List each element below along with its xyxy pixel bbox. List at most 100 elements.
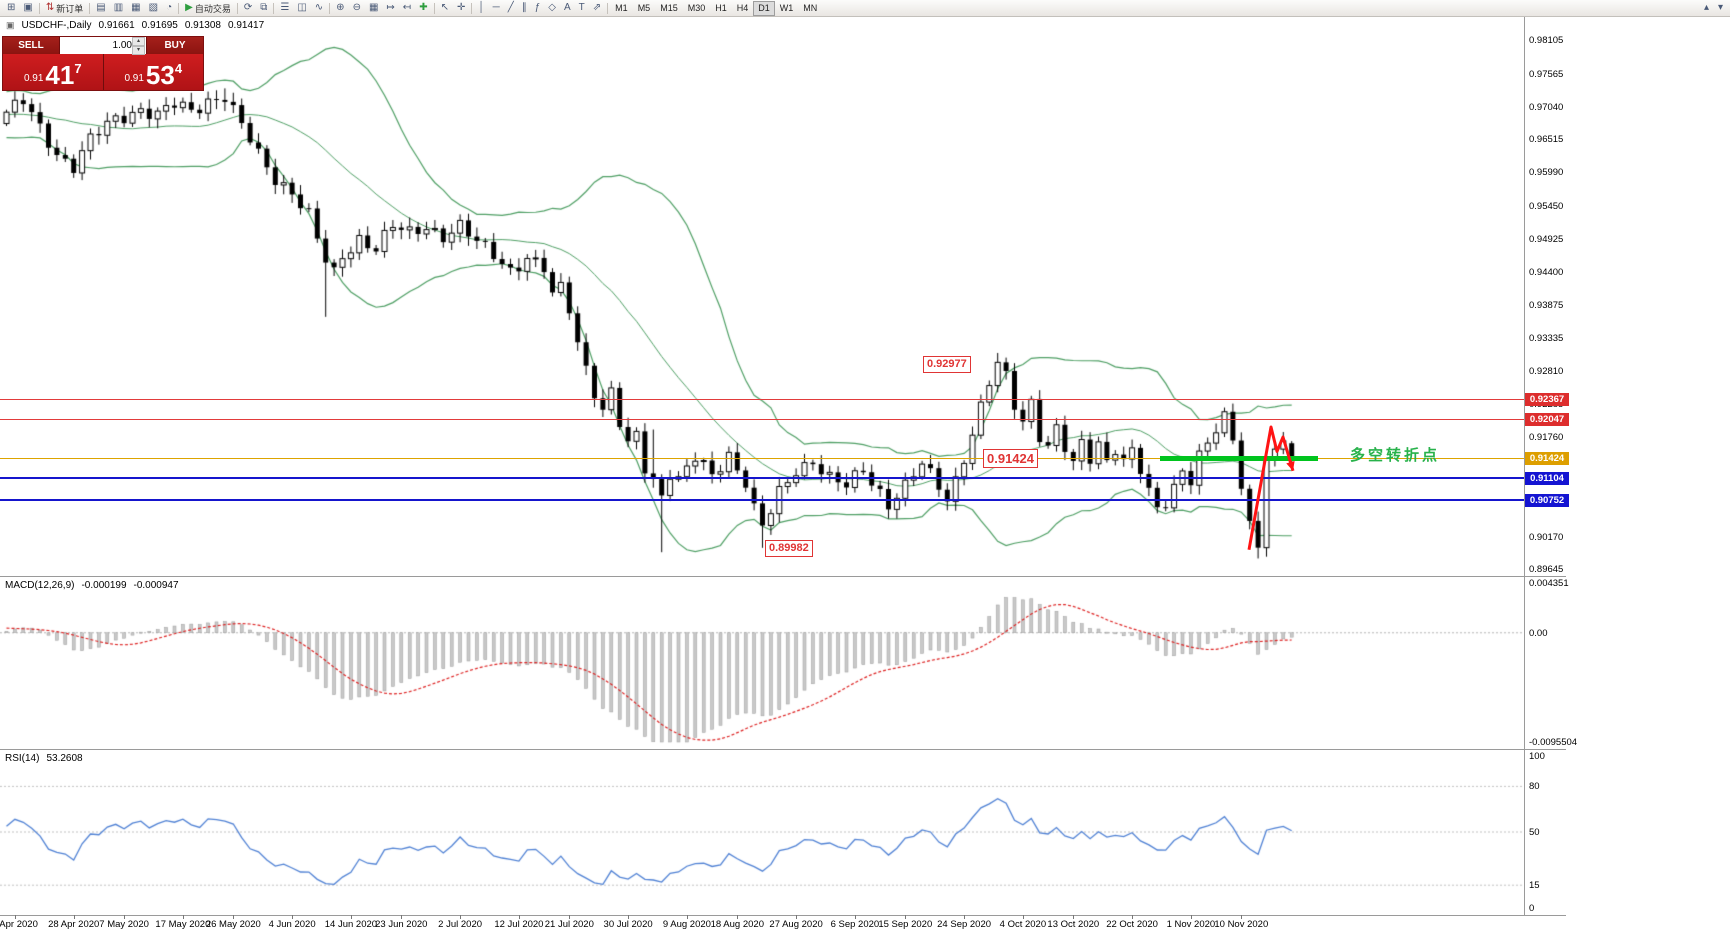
timeframe-m5-button[interactable]: M5 xyxy=(637,3,651,13)
horizontal-line-button[interactable]: ─ xyxy=(489,0,504,16)
channel-button[interactable]: ∥ xyxy=(518,0,531,16)
timeframe-h1-button[interactable]: H1 xyxy=(715,3,727,13)
line-chart-button[interactable]: ∿ xyxy=(311,0,327,16)
crosshair-button[interactable]: ✛ xyxy=(453,0,469,16)
templates-button[interactable]: ⧉ xyxy=(256,0,271,16)
shapes-button[interactable]: ◇ xyxy=(544,0,560,16)
timeframe-m1-button[interactable]: M1 xyxy=(615,3,628,13)
data-window-icon: ▥ xyxy=(113,2,124,13)
candlestick-chart-icon: ◫ xyxy=(297,2,307,13)
candlestick-chart-button[interactable]: ◫ xyxy=(293,0,310,16)
macd-axis-label: 0.00 xyxy=(1529,627,1548,639)
cursor-icon: ↖ xyxy=(440,2,449,13)
toolbar-separator xyxy=(89,2,91,14)
chart-shift-icon: ↤ xyxy=(402,2,412,13)
price-axis-label: 0.93335 xyxy=(1529,333,1564,345)
macd-indicator-canvas[interactable] xyxy=(0,577,1524,748)
cursor-button[interactable]: ↖ xyxy=(437,0,453,16)
date-axis-label: 1 Nov 2020 xyxy=(1166,919,1216,930)
terminal-button[interactable]: ▧ xyxy=(145,0,162,16)
rsi-title: RSI(14) 53.2608 xyxy=(5,753,83,764)
buy-price-display[interactable]: 0.91 53 4 xyxy=(103,54,203,90)
high-value: 0.91695 xyxy=(141,20,178,31)
price-axis-label: 0.97565 xyxy=(1529,68,1564,80)
bar-chart-icon: ☰ xyxy=(280,2,290,13)
new-order-button[interactable]: ⇅ 新订单 xyxy=(42,0,87,16)
market-watch-icon: ▤ xyxy=(96,2,106,13)
price-axis-label: 0.92810 xyxy=(1529,366,1564,378)
rsi-axis-label: 80 xyxy=(1529,781,1540,793)
zoom-out-button[interactable]: ⊖ xyxy=(349,0,365,16)
bar-chart-button[interactable]: ☰ xyxy=(276,0,293,16)
fibonacci-button[interactable]: ƒ xyxy=(531,0,545,16)
text-label-button[interactable]: T xyxy=(575,0,589,16)
buy-button[interactable]: BUY xyxy=(146,37,203,54)
strategy-tester-button[interactable]: ◔ xyxy=(162,0,176,16)
text-button[interactable]: A xyxy=(560,0,575,16)
panel-divider[interactable] xyxy=(0,749,1566,750)
buy-price-sup: 4 xyxy=(174,61,183,76)
date-axis-label: 9 Apr 2020 xyxy=(0,919,38,930)
indicators-button[interactable]: ✚ xyxy=(415,0,431,16)
date-axis-label: 28 Apr 2020 xyxy=(48,919,100,930)
navigator-button[interactable]: ▦ xyxy=(127,0,144,16)
volume-spinner: ▴ ▾ xyxy=(132,36,145,55)
toolbar-separator xyxy=(178,2,180,14)
volume-decrease-button[interactable]: ▾ xyxy=(132,45,145,55)
date-axis-label: 17 May 2020 xyxy=(155,919,211,930)
date-axis-label: 12 Jul 2020 xyxy=(494,919,544,930)
market-watch-button[interactable]: ▤ xyxy=(92,0,109,16)
date-axis-label: 15 Sep 2020 xyxy=(878,919,933,930)
main-toolbar: ⊞ ▣ ⇅ 新订单 ▤ ▥ ▦ ▧ ◔ ▶ 自动交易 ⟳ ⧉ ☰ ◫ ∿ ⊕ ⊖ ▦ ↦ ↤ ✚ ↖ ✛ │ ─ ╱ ∥ ƒ ◇ A T ⇗ M… xyxy=(0,0,1730,17)
timeframe-w1-button[interactable]: W1 xyxy=(779,3,794,13)
toolbar-separator xyxy=(433,2,435,14)
text-label-icon: T xyxy=(578,2,585,13)
volume-input[interactable] xyxy=(60,39,146,52)
data-window-button[interactable]: ▥ xyxy=(110,0,127,16)
strategy-tester-icon: ◔ xyxy=(166,2,173,13)
sell-price-display[interactable]: 0.91 41 7 xyxy=(3,54,103,90)
timeframe-m30-button[interactable]: M30 xyxy=(687,3,706,13)
scroll-down-icon: ▾ xyxy=(1717,2,1723,13)
tile-windows-button[interactable]: ▦ xyxy=(365,0,382,16)
vertical-line-button[interactable]: │ xyxy=(474,0,488,16)
price-axis-border xyxy=(1524,17,1525,915)
toolbar-scroll-up-button[interactable]: ▴ xyxy=(1700,0,1713,16)
date-axis-label: 4 Oct 2020 xyxy=(999,919,1047,930)
zoom-in-icon: ⊕ xyxy=(336,2,345,13)
sell-button[interactable]: SELL xyxy=(3,37,60,54)
trendline-button[interactable]: ╱ xyxy=(504,0,518,16)
autotrading-label: 自动交易 xyxy=(194,3,231,14)
date-axis-label: 13 Oct 2020 xyxy=(1047,919,1100,930)
autotrading-icon: ▶ xyxy=(185,2,193,13)
chart-shift-button[interactable]: ↤ xyxy=(399,0,415,16)
timeframe-h4-button[interactable]: H4 xyxy=(736,3,749,13)
chart-profile-button[interactable]: ▣ xyxy=(19,0,36,16)
timeframe-d1-button[interactable]: D1 xyxy=(753,0,775,16)
timeframe-toolbar: M1 M5 M15 M30 H1 H4 D1 W1 MN xyxy=(610,0,822,16)
toolbar-scroll-down-button[interactable]: ▾ xyxy=(1714,0,1727,16)
auto-scroll-button[interactable]: ↦ xyxy=(382,0,398,16)
sell-price-big: 41 xyxy=(45,60,75,90)
timeframe-mn-button[interactable]: MN xyxy=(803,3,818,13)
price-chart-canvas[interactable] xyxy=(0,17,1524,576)
date-axis-label: 21 Jul 2020 xyxy=(544,919,594,930)
price-axis-label: 0.95990 xyxy=(1529,167,1564,179)
refresh-button[interactable]: ⟳ xyxy=(240,0,256,16)
zoom-in-button[interactable]: ⊕ xyxy=(332,0,348,16)
timeframe-m15-button[interactable]: M15 xyxy=(660,3,678,13)
price-line-label: 0.91424 xyxy=(1525,451,1569,465)
autotrading-button[interactable]: ▶ 自动交易 xyxy=(181,0,235,16)
volume-increase-button[interactable]: ▴ xyxy=(132,36,145,46)
turning-point-annotation[interactable]: 多空转折点 xyxy=(1350,446,1441,464)
arrows-button[interactable]: ⇗ xyxy=(589,0,605,16)
date-axis-label: 23 Jun 2020 xyxy=(375,919,428,930)
panel-divider[interactable] xyxy=(0,576,1566,577)
rsi-indicator-canvas[interactable] xyxy=(0,750,1524,914)
price-axis-label: 0.95450 xyxy=(1529,201,1564,213)
new-chart-button[interactable]: ⊞ xyxy=(3,0,19,16)
volume-field: ▴ ▾ xyxy=(60,36,146,55)
date-axis-label: 2 Jul 2020 xyxy=(438,919,483,930)
one-click-trading-panel: SELL ▴ ▾ BUY 0.91 41 7 0.91 53 4 xyxy=(2,36,204,91)
terminal-icon: ▧ xyxy=(148,2,159,13)
